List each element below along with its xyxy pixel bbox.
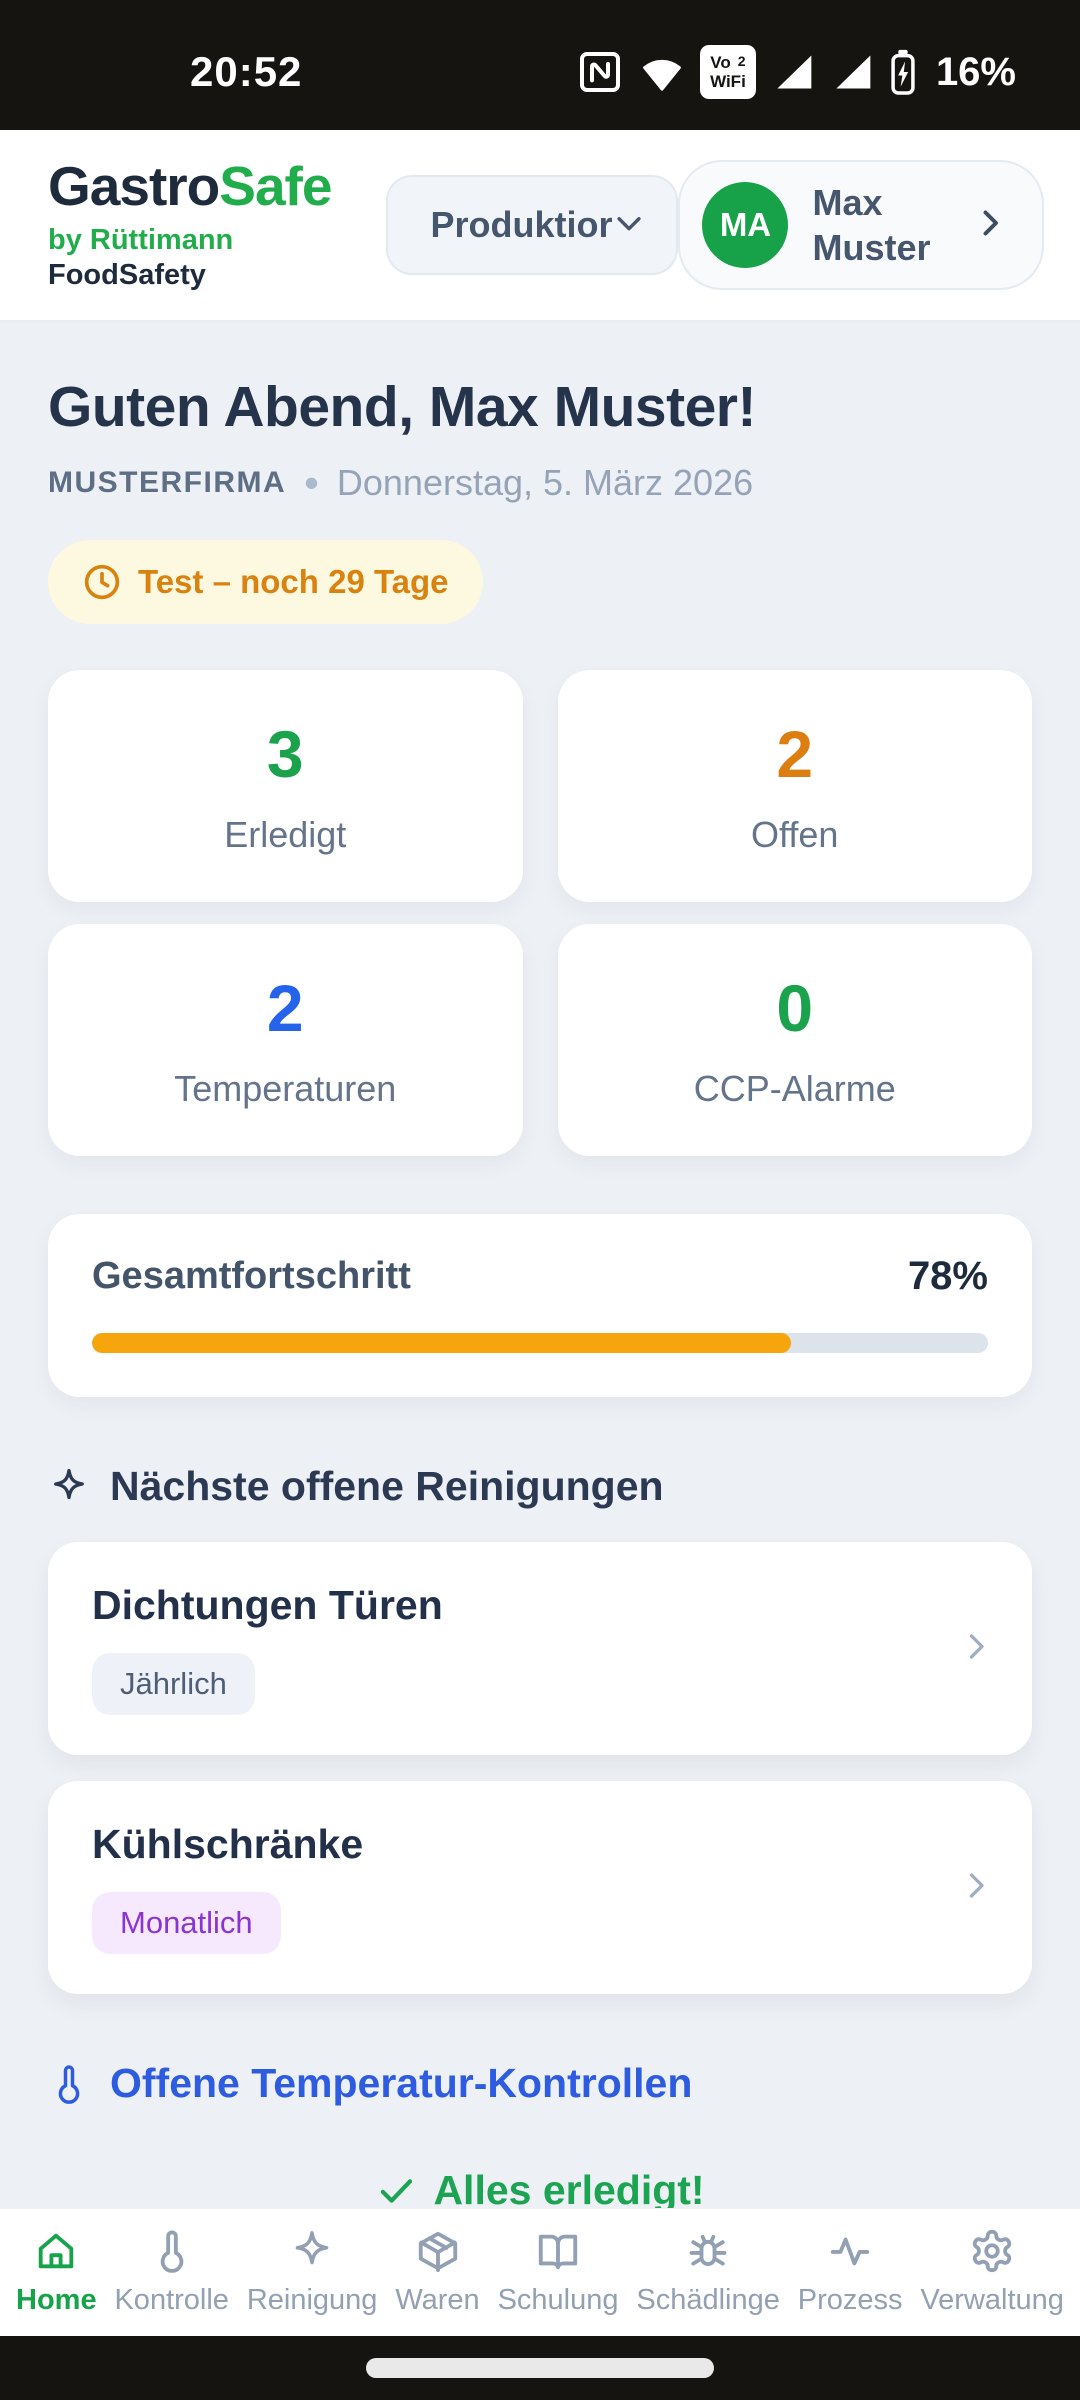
stat-card-offen: 2 Offen: [557, 670, 1032, 902]
task-title: Dichtungen Türen: [92, 1582, 443, 1628]
activity-icon: [827, 2228, 873, 2274]
status-icons: Vo 2 WiFi 16%: [576, 45, 1016, 99]
cleaning-item-dichtungen-tueren[interactable]: Dichtungen Türen Jährlich: [48, 1542, 1032, 1755]
nav-item-verwaltung[interactable]: Verwaltung: [920, 2228, 1064, 2317]
profile-name: Max Muster: [812, 182, 931, 268]
stat-card-temperaturen: 2 Temperaturen: [48, 924, 523, 1156]
empty-state-label: Alles erledigt!: [433, 2167, 705, 2208]
nav-label: Schulung: [497, 2284, 619, 2316]
nfc-icon: [576, 48, 624, 96]
stat-label: Erledigt: [224, 814, 347, 855]
avatar: MA: [702, 182, 789, 268]
cleaning-item-kuehlschraenke[interactable]: Kühlschränke Monatlich: [48, 1781, 1032, 1994]
thermometer-icon: [48, 2063, 90, 2105]
progress-track: [92, 1333, 988, 1353]
nav-label: Verwaltung: [920, 2284, 1064, 2316]
stats-grid: 3 Erledigt 2 Offen 2 Temperaturen 0 CCP-…: [48, 670, 1032, 1156]
status-bar: 20:52 Vo 2 WiFi: [0, 0, 1080, 130]
gesture-bar: [0, 2336, 1080, 2400]
company-name: MUSTERFIRMA: [48, 466, 287, 499]
nav-item-kontrolle[interactable]: Kontrolle: [114, 2228, 229, 2317]
nav-item-schulung[interactable]: Schulung: [498, 2228, 619, 2317]
location-dropdown[interactable]: Produktior: [386, 175, 679, 275]
thermometer-icon: [149, 2228, 195, 2274]
stat-value: 3: [266, 717, 304, 791]
progress-value: 78%: [907, 1254, 988, 1298]
nav-item-reinigung[interactable]: Reinigung: [246, 2228, 378, 2317]
stat-value: 0: [776, 971, 814, 1045]
nav-item-waren[interactable]: Waren: [395, 2228, 480, 2317]
stat-card-ccp-alarme: 0 CCP-Alarme: [557, 924, 1032, 1156]
stat-label: Offen: [751, 814, 839, 855]
stat-value: 2: [776, 717, 814, 791]
vowifi-icon: Vo 2 WiFi: [699, 45, 756, 99]
signal-icon-2: [830, 50, 874, 94]
nav-label: Home: [16, 2284, 97, 2316]
status-time: 20:52: [190, 48, 303, 95]
logo-safe: Safe: [219, 154, 332, 217]
home-indicator[interactable]: [366, 2358, 714, 2378]
dot-separator: •: [304, 459, 319, 506]
progress-fill: [92, 1333, 791, 1353]
sparkle-icon: [289, 2228, 335, 2274]
chevron-down-icon: [612, 206, 646, 245]
nav-label: Reinigung: [246, 2284, 378, 2316]
nav-label: Schädlinge: [636, 2284, 780, 2316]
task-title: Kühlschränke: [92, 1821, 364, 1867]
logo-gastro: Gastro: [48, 154, 220, 217]
nav-label: Prozess: [797, 2284, 903, 2316]
sparkle-icon: [48, 1466, 90, 1508]
stat-value: 2: [266, 971, 304, 1045]
current-date: Donnerstag, 5. März 2026: [336, 462, 754, 503]
progress-label: Gesamtfortschritt: [92, 1255, 411, 1297]
stat-label: Temperaturen: [174, 1068, 397, 1109]
progress-card: Gesamtfortschritt 78%: [48, 1214, 1032, 1397]
logo-byline: by Rüttimann: [48, 223, 234, 256]
logo-subline: FoodSafety: [48, 258, 206, 291]
main-content: Guten Abend, Max Muster! MUSTERFIRMA • D…: [0, 322, 1080, 2208]
temperature-empty-state: Alles erledigt!: [48, 2167, 1032, 2208]
chevron-right-icon: [958, 1628, 994, 1669]
nav-item-home[interactable]: Home: [16, 2228, 97, 2317]
section-title: Nächste offene Reinigungen: [110, 1463, 664, 1509]
clock-icon: [82, 562, 122, 602]
battery-charging-icon: [889, 48, 917, 96]
battery-percent: 16%: [935, 49, 1016, 94]
cleanings-section-heading: Nächste offene Reinigungen: [48, 1463, 1032, 1510]
greeting-title: Guten Abend, Max Muster!: [48, 375, 756, 439]
trial-badge-label: Test – noch 29 Tage: [138, 563, 449, 600]
frequency-tag: Jährlich: [92, 1653, 255, 1715]
frequency-tag: Monatlich: [92, 1892, 281, 1954]
nav-item-prozess[interactable]: Prozess: [798, 2228, 903, 2317]
app-header: GastroSafe by Rüttimann FoodSafety Produ…: [0, 130, 1080, 322]
app-logo: GastroSafe by Rüttimann FoodSafety: [48, 158, 332, 292]
location-dropdown-value: Produktior: [430, 204, 613, 245]
nav-label: Kontrolle: [114, 2284, 229, 2316]
stat-label: CCP-Alarme: [693, 1068, 896, 1109]
book-open-icon: [535, 2228, 581, 2274]
home-icon: [33, 2228, 79, 2274]
profile-button[interactable]: MA Max Muster: [678, 160, 1045, 290]
package-icon: [415, 2228, 461, 2274]
wifi-icon: [639, 49, 685, 95]
nav-label: Waren: [395, 2284, 480, 2316]
trial-badge[interactable]: Test – noch 29 Tage: [48, 540, 483, 624]
bug-icon: [685, 2228, 731, 2274]
bottom-nav: Home Kontrolle Reinigung: [0, 2208, 1080, 2336]
section-title: Offene Temperatur-Kontrollen: [110, 2060, 693, 2106]
temperature-section-heading: Offene Temperatur-Kontrollen: [48, 2060, 1032, 2107]
chevron-right-icon: [972, 205, 1008, 246]
gear-icon: [969, 2228, 1015, 2274]
stat-card-erledigt: 3 Erledigt: [48, 670, 523, 902]
chevron-right-icon: [958, 1867, 994, 1908]
nav-item-schaedlinge[interactable]: Schädlinge: [636, 2228, 780, 2317]
signal-icon: [771, 50, 815, 94]
greeting-meta: MUSTERFIRMA • Donnerstag, 5. März 2026: [48, 462, 1032, 504]
check-icon: [375, 2170, 417, 2209]
